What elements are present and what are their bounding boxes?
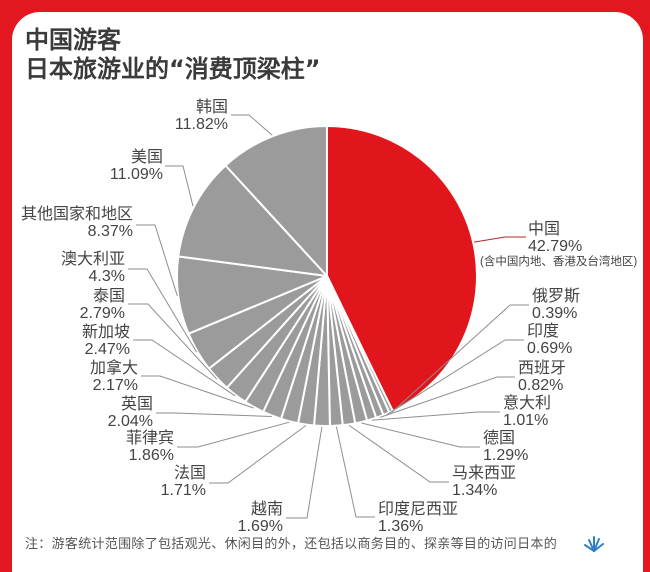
label-name: 俄罗斯 [532, 288, 581, 305]
leader-line [361, 422, 480, 448]
label-name: 法国 [173, 465, 206, 482]
label-name: 韩国 [195, 99, 228, 116]
label-china: 中国 42.79% [528, 221, 582, 255]
leader-line [231, 114, 273, 136]
label-value: 1.86% [128, 447, 174, 464]
label-value: 2.79% [79, 305, 125, 322]
leader-line [141, 375, 254, 409]
label-italy: 意大利 1.01% [503, 395, 551, 429]
label-name: 新加坡 [81, 324, 130, 341]
label-usa: 美国 11.09% [110, 149, 163, 183]
label-value: 1.71% [160, 482, 206, 499]
leader-line [209, 425, 307, 484]
label-malaysia: 马来西亚 1.34% [452, 465, 516, 499]
label-name: 德国 [483, 430, 516, 447]
label-value: 11.09% [109, 166, 163, 183]
label-value: 11.82% [174, 116, 228, 133]
label-value: 1.34% [452, 482, 498, 499]
label-canada: 加拿大 2.17% [90, 360, 138, 394]
label-name: 美国 [130, 149, 163, 166]
label-name: 其他国家和地区 [20, 206, 133, 223]
label-australia: 澳大利亚 4.3% [61, 251, 125, 285]
label-value: 0.82% [518, 377, 564, 394]
label-singapore: 新加坡 2.47% [82, 324, 130, 358]
leader-line [136, 224, 178, 296]
label-uk: 英国 2.04% [108, 396, 153, 430]
leader-line [386, 339, 524, 416]
leader-line [348, 424, 449, 483]
leader-line [371, 411, 500, 421]
label-value: 1.01% [503, 412, 549, 429]
pie-slice [177, 164, 328, 277]
leader-line [133, 339, 236, 397]
label-vietnam: 越南 1.69% [238, 501, 283, 535]
label-russia: 俄罗斯 0.39% [532, 288, 580, 322]
chart-title: 中国游客 日本旅游业的“消费顶梁柱” [25, 26, 321, 84]
label-value: 2.04% [107, 413, 153, 430]
leader-line [177, 421, 290, 448]
label-name: 菲律宾 [125, 430, 174, 447]
label-thailand: 泰国 2.79% [80, 288, 125, 322]
leader-line [128, 268, 198, 353]
pie-chart [128, 114, 529, 519]
label-name: 泰国 [92, 288, 125, 305]
label-others: 其他国家和地区 8.37% [21, 206, 133, 240]
sparkle-logo-icon [584, 536, 604, 552]
leader-line [391, 304, 529, 413]
label-name: 澳大利亚 [60, 251, 125, 268]
label-value: 1.36% [378, 518, 424, 535]
label-indonesia: 印度尼西亚 1.36% [378, 501, 458, 535]
leader-line [474, 236, 526, 243]
pie-slice [326, 125, 478, 412]
label-india: 印度 0.69% [527, 323, 572, 357]
label-name: 印度尼西亚 [378, 501, 459, 518]
leader-line [165, 165, 194, 207]
label-name: 英国 [120, 396, 153, 413]
leader-line [335, 426, 375, 518]
leader-line [156, 412, 272, 417]
label-value: 0.69% [527, 340, 573, 357]
pie-slices [176, 125, 478, 427]
leader-line [128, 303, 218, 380]
label-value: 42.79% [528, 238, 583, 255]
leader-line [286, 426, 323, 519]
label-korea: 韩国 11.82% [175, 99, 228, 133]
china-annotation: (含中国内地、香港及台湾地区) [480, 256, 638, 268]
label-value: 2.17% [92, 377, 138, 394]
footnote: 注：游客统计范围除了包括观光、休闲目的外，还包括以商务目的、探亲等目的访问日本的 [25, 536, 558, 551]
label-name: 意大利 [503, 395, 552, 412]
label-name: 西班牙 [518, 360, 567, 377]
title-line-1: 中国游客 [25, 26, 121, 54]
label-value: 8.37% [87, 223, 133, 240]
label-spain: 西班牙 0.82% [518, 360, 566, 394]
title-line-2: 日本旅游业的“消费顶梁柱” [25, 55, 321, 83]
label-philippines: 菲律宾 1.86% [126, 430, 174, 464]
label-name: 越南 [250, 501, 283, 518]
label-value: 1.29% [483, 447, 529, 464]
label-value: 0.39% [532, 305, 578, 322]
label-name: 马来西亚 [452, 465, 517, 482]
label-name: 加拿大 [89, 360, 138, 377]
label-germany: 德国 1.29% [483, 430, 528, 464]
label-france: 法国 1.71% [161, 465, 206, 499]
label-value: 1.69% [237, 518, 283, 535]
leader-line [379, 376, 515, 418]
label-value: 2.47% [84, 341, 130, 358]
label-name: 印度 [527, 323, 560, 340]
pie-slice [224, 125, 328, 277]
label-value: 4.3% [88, 268, 125, 285]
label-name: 中国 [528, 221, 561, 238]
leader-lines [128, 114, 529, 519]
